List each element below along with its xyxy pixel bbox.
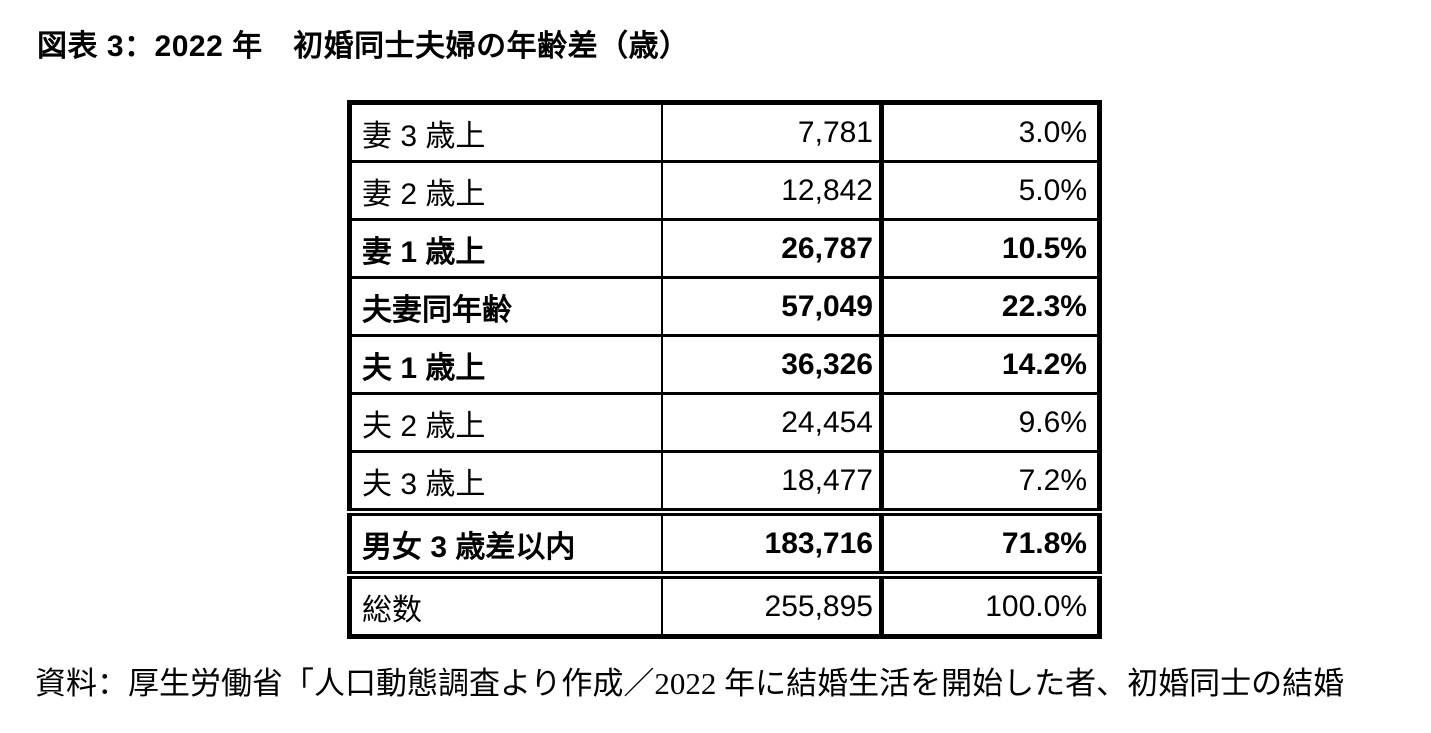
row-count: 24,454 <box>660 392 884 453</box>
row-count: 12,842 <box>660 160 884 221</box>
table-row-total: 総数 255,895 100.0% <box>348 571 1101 638</box>
table-row: 夫 1 歳上 36,326 14.2% <box>348 334 1101 395</box>
age-gap-table: 妻 3 歳上 7,781 3.0% 妻 2 歳上 12,842 5.0% 妻 1… <box>347 100 1102 639</box>
row-percent: 9.6% <box>879 392 1101 453</box>
row-percent: 10.5% <box>879 218 1101 279</box>
row-percent: 22.3% <box>879 276 1101 337</box>
table-row: 妻 1 歳上 26,787 10.5% <box>348 218 1101 279</box>
figure-title: 図表 3：2022 年 初婚同士夫婦の年齢差（歳） <box>37 30 690 63</box>
row-label: 妻 3 歳上 <box>348 101 663 163</box>
row-count: 18,477 <box>660 450 884 514</box>
row-count: 7,781 <box>660 101 884 163</box>
row-percent: 7.2% <box>879 450 1101 514</box>
row-percent: 14.2% <box>879 334 1101 395</box>
row-percent: 71.8% <box>879 508 1101 577</box>
row-count: 57,049 <box>660 276 884 337</box>
row-label: 妻 2 歳上 <box>348 160 663 221</box>
source-note: 資料：厚生労働省「人口動態調査より作成／2022 年に結婚生活を開始した者、初婚… <box>35 666 1345 701</box>
row-label: 夫妻同年齢 <box>348 276 663 337</box>
row-label: 夫 3 歳上 <box>348 450 663 514</box>
table-row: 妻 3 歳上 7,781 3.0% <box>348 101 1101 163</box>
row-label: 夫 2 歳上 <box>348 392 663 453</box>
row-label: 男女 3 歳差以内 <box>348 508 663 577</box>
row-count: 255,895 <box>660 571 884 638</box>
table-row: 夫妻同年齢 57,049 22.3% <box>348 276 1101 337</box>
row-count: 36,326 <box>660 334 884 395</box>
table-row: 夫 2 歳上 24,454 9.6% <box>348 392 1101 453</box>
row-count: 26,787 <box>660 218 884 279</box>
row-count: 183,716 <box>660 508 884 577</box>
row-label: 総数 <box>348 571 663 638</box>
row-label: 夫 1 歳上 <box>348 334 663 395</box>
row-percent: 5.0% <box>879 160 1101 221</box>
row-percent: 3.0% <box>879 101 1101 163</box>
table-row: 夫 3 歳上 18,477 7.2% <box>348 450 1101 514</box>
table-row-summary: 男女 3 歳差以内 183,716 71.8% <box>348 508 1101 577</box>
row-label: 妻 1 歳上 <box>348 218 663 279</box>
table-row: 妻 2 歳上 12,842 5.0% <box>348 160 1101 221</box>
row-percent: 100.0% <box>879 571 1101 638</box>
